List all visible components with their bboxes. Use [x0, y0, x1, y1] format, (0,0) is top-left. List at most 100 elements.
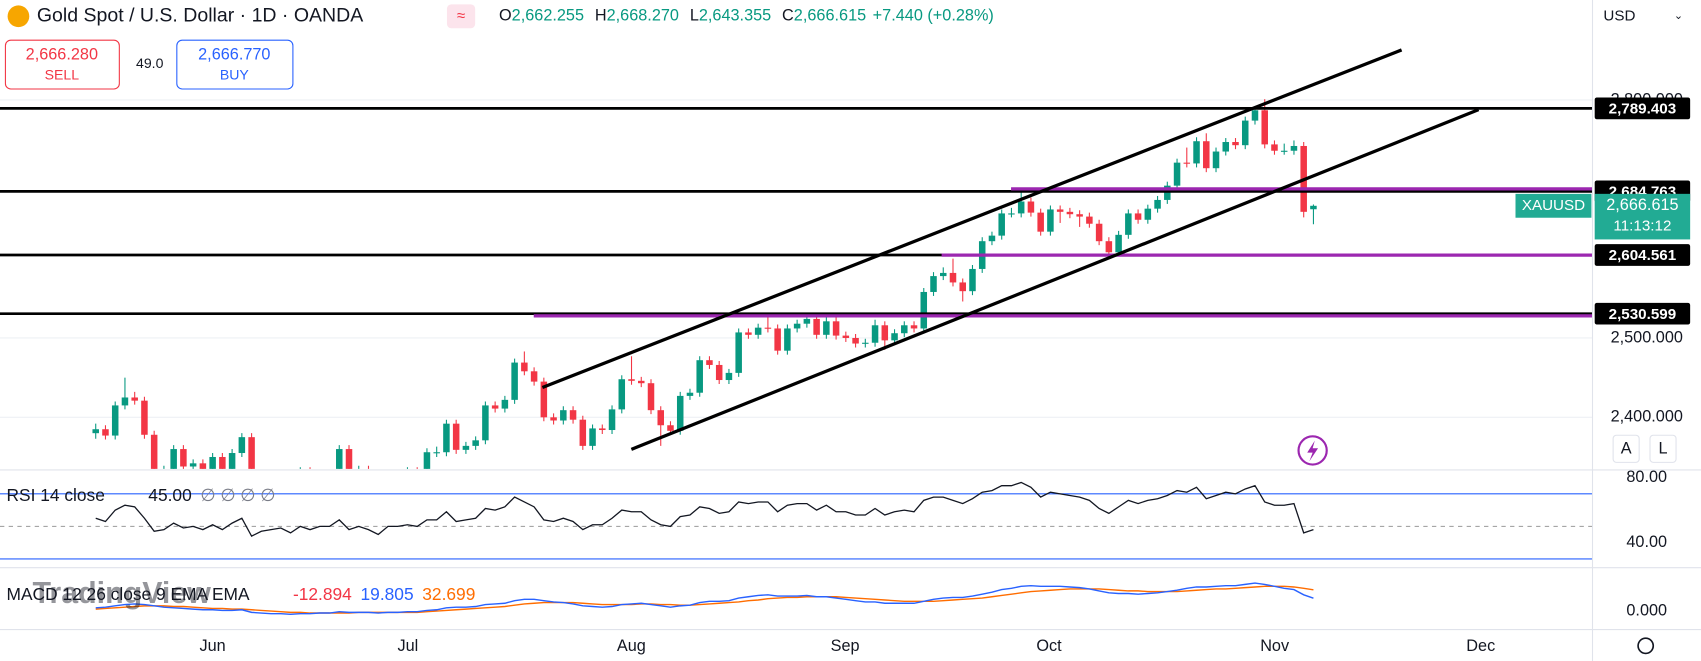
macd-label: MACD 12 26 close 9 EMA EMA [7, 583, 250, 603]
candle-body [472, 440, 479, 446]
candle-body [881, 325, 889, 341]
candle-body [569, 410, 577, 420]
candle-body [248, 437, 255, 469]
signal-value: 32.699 [422, 583, 475, 603]
ohlc-value: 2,668.270 [607, 7, 679, 25]
candle-body [540, 381, 548, 418]
candle-body [1261, 110, 1268, 145]
rsi-extras: ∅ ∅ ∅ ∅ [200, 485, 275, 505]
candle-body [1095, 223, 1103, 242]
last-price: 2,666.615 [1606, 196, 1678, 214]
countdown: 11:13:12 [1613, 217, 1671, 234]
candle-body [686, 392, 694, 396]
candle-body [433, 452, 440, 454]
candle-body [521, 362, 528, 372]
candle-body [842, 335, 850, 338]
macd-line [95, 582, 1314, 616]
grid [0, 99, 1593, 418]
x-tick-label: Dec [1466, 637, 1495, 655]
wave-icon: ≈ [457, 7, 465, 24]
candle-body [189, 463, 197, 467]
log-label: L [1659, 440, 1668, 458]
candle-body [1164, 185, 1171, 200]
candle-body [141, 400, 148, 435]
x-tick-label: Jul [397, 637, 418, 655]
candle-body [1222, 142, 1230, 152]
candle-body [491, 405, 499, 409]
ohlc-key: O [499, 7, 512, 25]
candle-body [599, 428, 606, 431]
candle-body [676, 395, 684, 431]
candle-body [170, 449, 177, 469]
candle-body [803, 318, 811, 324]
candle-body [959, 282, 966, 292]
watermark: TradingView [33, 576, 212, 610]
sell-button[interactable] [4, 39, 120, 90]
candle-body [930, 276, 937, 292]
candle-body [1017, 201, 1025, 214]
candle-body [1241, 120, 1249, 146]
candle-body [1232, 142, 1239, 146]
candle-body [862, 342, 869, 344]
candle-body [238, 437, 246, 454]
ohlc-key: L [690, 7, 699, 25]
candle-body [1105, 241, 1113, 253]
candle-body [443, 423, 450, 453]
candle-body [920, 291, 928, 329]
candle-body [501, 399, 509, 409]
candle-body [667, 425, 674, 431]
candle-body [180, 449, 187, 467]
channel-line [541, 48, 1403, 389]
currency[interactable]: USD [1603, 7, 1635, 24]
spread: 49.0 [136, 55, 164, 71]
candle-body [1008, 213, 1015, 215]
auto-button[interactable] [1612, 434, 1640, 463]
y-tick-label: 2,400.000 [1611, 408, 1683, 426]
candle-body [628, 379, 635, 381]
candle-body [1066, 211, 1074, 215]
candle-body [1280, 150, 1288, 152]
candle-body [832, 321, 840, 336]
settings-icon[interactable] [1637, 637, 1655, 655]
candle-body [939, 272, 947, 277]
candle-body [725, 372, 733, 381]
candle-body [1144, 208, 1152, 220]
level-label: 2,789.403 [1609, 100, 1677, 117]
candle-body [423, 452, 431, 469]
candle-body [131, 397, 138, 401]
x-tick-label: Jun [200, 637, 226, 655]
x-tick-label: Oct [1036, 637, 1062, 655]
candle-body [92, 429, 99, 434]
alert-bolt [1307, 440, 1319, 462]
sell-label: SELL [45, 67, 80, 83]
candle-body [764, 327, 772, 329]
candle-body [735, 332, 742, 373]
candle-body [706, 360, 713, 365]
candle-body [871, 325, 879, 343]
candle-body [462, 445, 470, 450]
candle-body [1203, 141, 1210, 169]
candle-body [1193, 141, 1200, 164]
rsi-label: RSI 14 close [7, 485, 105, 505]
log-button[interactable] [1649, 434, 1677, 463]
candle-body [199, 463, 207, 469]
auto-label: A [1621, 440, 1632, 458]
candle-body [530, 371, 538, 382]
candle-body [1183, 162, 1191, 164]
candle-body [121, 397, 129, 406]
candle-body [618, 379, 626, 410]
indicators: RSI 14 close 45.00 ∅ ∅ ∅ ∅ MACD 12 26 close… [0, 481, 1593, 616]
candle-body [823, 321, 830, 335]
buy-button[interactable] [176, 39, 294, 90]
macd-tick-label: 0.000 [1626, 601, 1667, 619]
change: +7.440 (+0.28%) [873, 7, 994, 25]
channel-line [630, 108, 1480, 451]
macd-header: MACD 12 26 close 9 EMA EMA -12.894 19.805 3… [7, 583, 476, 603]
candle-body [1027, 201, 1035, 213]
sell-price: 2,666.280 [26, 46, 98, 64]
candle-body [608, 409, 616, 431]
ohlc-value: 2,662.255 [512, 7, 584, 25]
rsi-tick-label: 40.00 [1626, 533, 1667, 551]
